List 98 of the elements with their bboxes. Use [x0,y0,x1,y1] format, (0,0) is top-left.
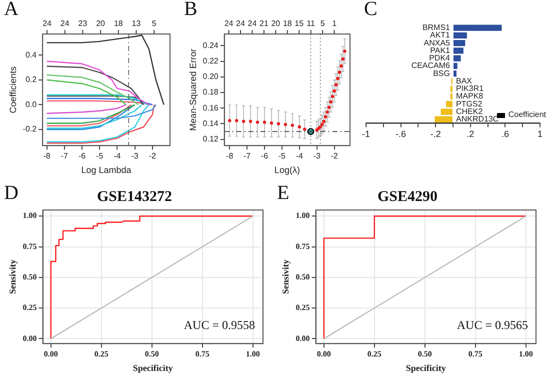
y-tick-label: 0.24 [202,40,219,50]
x-tick-label: -6 [78,152,86,161]
text: 24 [42,19,52,28]
y-tick-label: 1.00 [296,211,310,220]
y-tick-label: 0.14 [202,118,219,128]
annotation: AUC = 0.9558 [184,318,255,332]
text: 5 [152,19,157,28]
x-tick-label: -1 [362,129,370,140]
x-tick-label: -8 [43,152,51,161]
y-tick-label: PAK1 [430,46,451,55]
x-tick-label: 0.50 [418,349,432,358]
x-tick-label: -7 [243,152,252,161]
x-axis-title: Log(λ) [274,165,300,176]
y-tick-label: MAPK8 [456,92,484,101]
y-tick-label: BSG [433,68,450,78]
text: 23 [78,19,88,28]
text: 24 [236,19,246,28]
y-tick-label: BRMS1 [422,23,451,32]
x-axis-title: Specificity [132,362,174,373]
y-tick-label: 0.50 [22,272,37,282]
y-tick-label: 0.0 [25,100,38,109]
x-tick-label: 1.00 [246,349,260,358]
text: 15 [294,19,304,28]
y-axis-title: Mean-Squared Error [188,48,198,131]
text: Coefficient [508,110,546,120]
y-tick-label: 0.00 [296,334,310,343]
text: D [4,182,18,205]
text: 5 [320,19,326,28]
chart-title: GSE4290 [377,188,438,205]
text: 20 [96,19,106,28]
y-tick-label: 0.22 [202,56,219,66]
x-tick-label: -7 [60,152,69,161]
text: 18 [114,19,124,28]
y-tick-label: 0.50 [296,272,310,282]
x-tick-label: -5 [96,152,104,161]
x-tick-label: 0.25 [367,349,382,358]
x-tick-label: -2 [148,152,157,161]
x-axis-title: Specificity [406,362,446,373]
x-tick-label: 0.00 [316,349,331,358]
y-tick-label: 0.75 [296,242,310,251]
x-tick-label: 0.75 [195,349,210,358]
y-tick-label: -0.2 [22,124,38,134]
text: 24 [248,19,258,28]
y-tick-label: 0.2 [25,75,38,84]
text: 11 [306,19,316,28]
y-tick-label: ANKRD13C [456,114,499,124]
y-tick-label: PDK4 [429,54,451,63]
text: 20 [271,19,281,28]
y-axis-title: Sensivity [280,259,291,294]
x-tick-label: -4 [296,152,304,161]
y-axis-title: Coefficients [8,66,18,114]
text: 24 [224,19,234,28]
text: 24 [60,19,70,28]
text: E [277,182,290,205]
y-tick-label: 0.75 [22,242,37,251]
y-tick-label: PTGS2 [456,99,483,108]
y-tick-label: 0.25 [22,303,37,312]
chart-title: GSE143272 [96,188,172,205]
y-tick-label: 0.25 [296,303,310,312]
text: A [4,0,18,21]
y-tick-label: 0.18 [202,88,219,97]
y-axis-title: Sensivity [8,259,18,294]
text: 13 [132,19,142,28]
x-tick-label: .2 [466,129,474,140]
x-tick-label: -4 [114,152,122,161]
y-tick-label: 0.00 [22,334,37,343]
x-tick-label: .6 [501,129,509,140]
x-tick-label: -3 [131,152,139,161]
y-tick-label: CEACAM6 [411,61,451,70]
y-tick-label: 0.20 [202,72,219,82]
y-tick-label: CHEK2 [456,106,484,116]
text: C [364,0,378,21]
y-tick-label: 1.00 [22,211,37,220]
x-tick-label: -.6 [396,129,406,140]
y-tick-label: 0.4 [25,50,38,60]
text: 21 [259,19,269,28]
y-tick-label: BAX [456,76,473,86]
y-tick-label: PIK3R1 [456,84,484,94]
x-tick-label: -2 [330,152,338,161]
text: B [184,0,198,21]
x-tick-label: -5 [278,152,286,161]
text: 1 [332,19,338,28]
x-tick-label: -8 [226,152,234,161]
y-tick-label: ANXA5 [424,38,451,48]
x-tick-label: -3 [313,152,321,161]
x-tick-label: -6 [260,152,269,161]
y-tick-label: 0.12 [202,134,219,144]
x-tick-label: 0.00 [44,349,58,358]
text: 18 [282,19,292,28]
x-tick-label: 0.50 [144,349,159,358]
x-tick-label: -.2 [430,129,441,140]
annotation: AUC = 0.9565 [456,318,528,332]
y-tick-label: 0.16 [202,103,219,112]
y-tick-label: AKT1 [430,30,451,40]
x-axis-title: Log Lambda [81,165,132,176]
x-tick-label: 1.00 [518,349,533,358]
x-tick-label: 1 [537,129,543,140]
x-tick-label: 0.25 [94,349,108,358]
